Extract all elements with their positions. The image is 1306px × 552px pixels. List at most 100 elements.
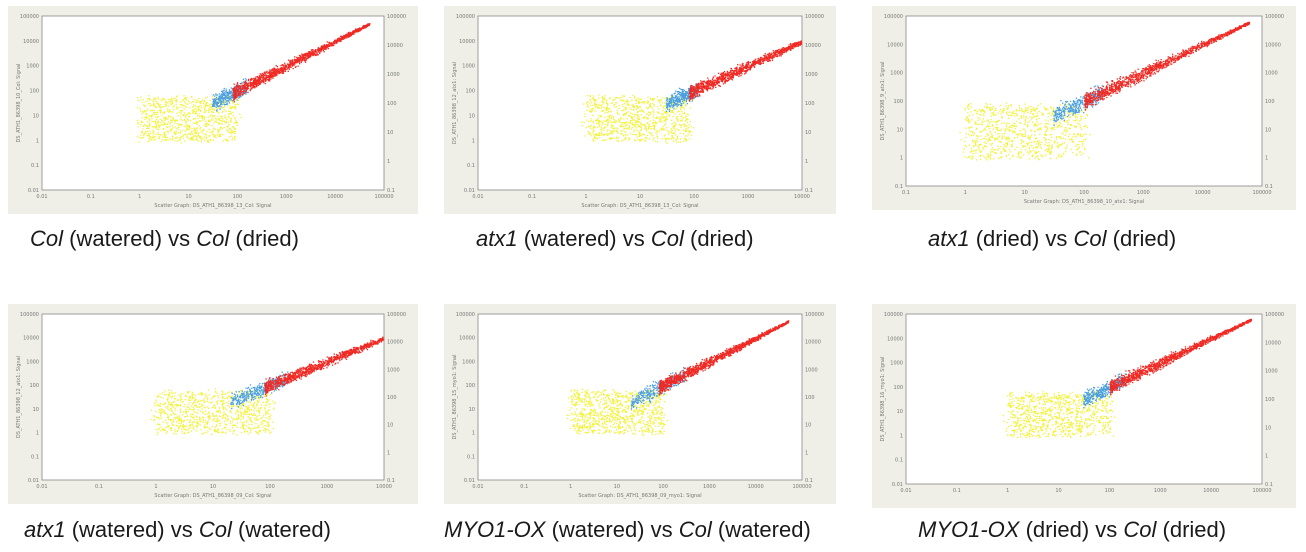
- data-point: [201, 139, 203, 141]
- data-point: [307, 57, 310, 59]
- data-point: [148, 97, 150, 100]
- data-point: [257, 84, 259, 86]
- data-point: [295, 65, 297, 68]
- data-point: [259, 73, 261, 75]
- data-point: [223, 96, 225, 99]
- data-point: [227, 126, 229, 128]
- data-point: [221, 103, 223, 106]
- data-point: [745, 71, 747, 73]
- data-point: [229, 128, 231, 130]
- data-point: [317, 49, 319, 51]
- y2-tick-label: 10000: [387, 43, 403, 49]
- data-point: [233, 93, 235, 95]
- data-point: [154, 138, 156, 140]
- data-point: [195, 121, 198, 123]
- data-point: [169, 101, 171, 103]
- data-point: [202, 115, 204, 117]
- data-point: [666, 100, 668, 102]
- data-point: [193, 130, 195, 132]
- y2-tick-label: 1: [1265, 156, 1268, 162]
- data-point: [222, 134, 224, 136]
- data-point: [612, 132, 614, 134]
- data-point: [202, 116, 204, 118]
- data-point: [222, 91, 224, 93]
- data-point: [600, 120, 602, 123]
- data-point: [207, 116, 209, 119]
- data-point: [679, 141, 682, 143]
- data-point: [232, 95, 234, 97]
- data-point: [667, 98, 669, 100]
- data-point: [586, 126, 588, 129]
- data-point: [603, 110, 605, 112]
- data-point: [293, 62, 295, 64]
- data-point: [633, 119, 635, 121]
- data-point: [141, 132, 143, 134]
- data-point: [592, 104, 594, 107]
- data-point: [654, 126, 656, 128]
- data-point: [712, 81, 714, 83]
- data-point: [669, 106, 671, 108]
- data-point: [191, 133, 194, 135]
- data-point: [334, 42, 336, 44]
- data-point: [153, 109, 155, 112]
- data-point: [281, 67, 283, 69]
- data-point: [319, 52, 321, 54]
- data-point: [610, 131, 612, 134]
- data-point: [643, 101, 645, 103]
- data-point: [243, 81, 245, 83]
- data-point: [596, 107, 599, 109]
- data-point: [245, 92, 247, 94]
- data-point: [142, 128, 144, 130]
- data-point: [245, 87, 247, 89]
- data-point: [249, 81, 251, 83]
- data-point: [645, 117, 648, 119]
- data-point: [616, 136, 618, 138]
- data-point: [290, 62, 292, 64]
- data-point: [1025, 109, 1028, 112]
- data-point: [189, 102, 191, 104]
- data-point: [280, 65, 282, 67]
- data-point: [190, 139, 192, 141]
- data-point: [1009, 138, 1011, 140]
- data-point: [232, 132, 235, 134]
- data-point: [731, 75, 734, 77]
- data-point: [250, 82, 252, 84]
- data-point: [598, 133, 600, 135]
- data-point: [253, 81, 255, 83]
- data-point: [230, 98, 232, 100]
- data-point: [191, 109, 194, 111]
- data-point: [354, 30, 356, 32]
- data-point: [369, 23, 371, 25]
- data-point: [235, 106, 237, 108]
- data-point: [139, 99, 141, 101]
- data-point: [361, 27, 363, 29]
- data-point: [201, 129, 203, 132]
- data-point: [593, 140, 595, 142]
- data-point: [213, 98, 215, 100]
- data-point: [684, 97, 686, 99]
- data-point: [594, 103, 596, 105]
- data-point: [740, 66, 742, 68]
- data-point: [643, 102, 645, 105]
- data-point: [139, 123, 142, 126]
- data-point: [229, 128, 231, 130]
- data-point: [214, 109, 216, 111]
- data-point: [660, 127, 663, 129]
- data-point: [352, 30, 354, 32]
- data-point: [201, 137, 204, 140]
- data-point: [616, 109, 618, 111]
- data-point: [593, 136, 596, 138]
- data-point: [163, 118, 165, 120]
- data-point: [158, 125, 160, 127]
- data-point: [673, 121, 675, 124]
- data-point: [218, 128, 220, 130]
- x-tick-label: 1000: [742, 194, 755, 200]
- data-point: [723, 77, 725, 79]
- data-point: [727, 73, 730, 76]
- data-point: [143, 133, 145, 136]
- data-point: [242, 94, 244, 96]
- data-point: [159, 122, 161, 124]
- data-point: [254, 79, 256, 81]
- data-point: [666, 117, 668, 119]
- data-point: [666, 104, 668, 106]
